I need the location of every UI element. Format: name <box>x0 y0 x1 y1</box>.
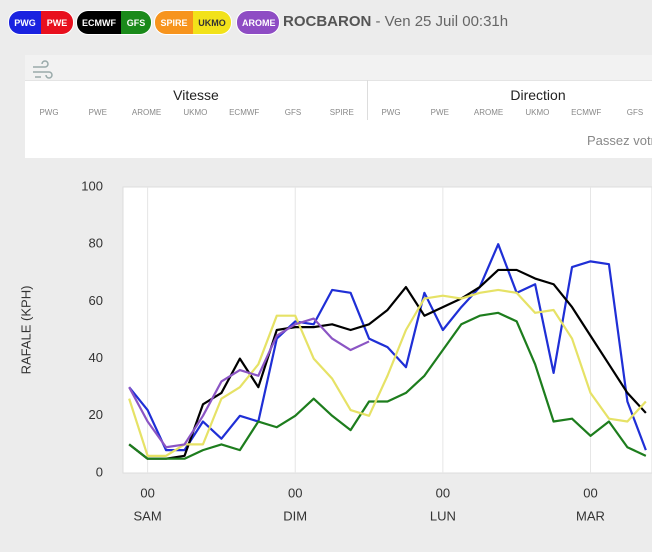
x-tick-label: 00 <box>140 485 154 500</box>
column-label: UKMO <box>183 108 208 117</box>
model-label: ECMWF <box>77 11 121 34</box>
model-label: GFS <box>121 11 151 34</box>
x-group-label: MAR <box>576 508 605 523</box>
column-label: SPIRE <box>329 108 354 117</box>
x-group-label: SAM <box>134 508 162 523</box>
group-title: Direction <box>510 87 566 103</box>
model-pill[interactable]: SPIRE UKMO <box>154 10 232 35</box>
y-tick-label: 40 <box>89 350 103 365</box>
model-pill[interactable]: ECMWF GFS <box>76 10 152 35</box>
x-group-label: DIM <box>283 508 307 523</box>
wind-panel: Passez votr Vitesse PWG PWE AROME UKMO ECMWF G… <box>25 55 652 158</box>
wind-icon <box>33 60 53 79</box>
location: ROCBARON <box>283 13 372 30</box>
column-label: ECMWF <box>571 108 602 117</box>
column-label: ECMWF <box>229 108 260 117</box>
x-tick-label: 00 <box>288 485 302 500</box>
model-label: SPIRE <box>155 11 193 34</box>
series-line <box>128 268 647 460</box>
column-label: PWG <box>39 108 59 117</box>
column-label: AROME <box>473 108 504 117</box>
y-axis-label: RAFALE (KPH) <box>18 286 33 375</box>
model-label: UKMO <box>193 11 231 34</box>
column-label: UKMO <box>525 108 550 117</box>
series-line <box>128 243 647 452</box>
date: - Ven 25 Juil 00:31h <box>375 13 509 30</box>
title: ROCBARON - Ven 25 Juil 00:31h <box>283 13 508 30</box>
y-tick-label: 20 <box>89 407 103 422</box>
x-group-label: LUN <box>430 508 456 523</box>
model-label: PWG <box>9 11 41 34</box>
model-label: PWE <box>41 11 73 34</box>
group-title: Vitesse <box>173 87 219 103</box>
model-pill[interactable]: AROME <box>236 10 280 35</box>
panel-toolbar <box>25 55 652 81</box>
y-tick-label: 100 <box>81 178 103 193</box>
column-label: AROME <box>131 108 162 117</box>
plot-area <box>122 186 652 474</box>
column-label: GFS <box>284 108 302 117</box>
model-label: AROME <box>237 11 279 34</box>
column-label: GFS <box>626 108 644 117</box>
column-label: PWE <box>88 108 107 117</box>
divider <box>367 80 368 120</box>
y-tick-label: 80 <box>89 236 103 251</box>
hint: Passez votr <box>587 133 652 148</box>
y-tick-label: 60 <box>89 293 103 308</box>
x-tick-label: 00 <box>583 485 597 500</box>
model-pill[interactable]: PWG PWE <box>8 10 74 35</box>
series-line <box>128 288 647 457</box>
column-label: PWG <box>381 108 401 117</box>
column-label: PWE <box>430 108 449 117</box>
series-line <box>128 317 370 449</box>
x-tick-label: 00 <box>436 485 450 500</box>
y-tick-label: 0 <box>96 464 103 479</box>
series-line <box>128 311 647 460</box>
